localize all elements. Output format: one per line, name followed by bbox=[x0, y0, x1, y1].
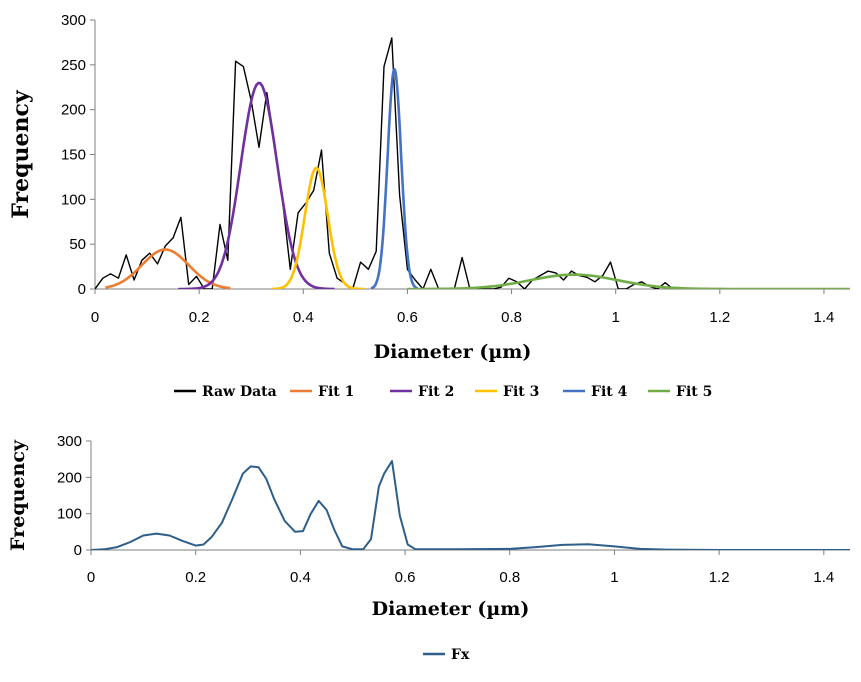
y-tick-label: 100 bbox=[61, 191, 86, 208]
legend-item: Fit 4 bbox=[563, 384, 628, 400]
legend-item: Raw Data bbox=[174, 384, 277, 400]
legend-label: Fx bbox=[451, 647, 470, 663]
y-tick-label: 300 bbox=[61, 12, 86, 29]
legend-item: Fit 2 bbox=[390, 384, 454, 400]
x-tick-label: 1.4 bbox=[814, 309, 835, 326]
x-axis-title: Diameter (µm) bbox=[374, 341, 532, 363]
x-tick-label: 0.8 bbox=[499, 569, 520, 586]
x-tick-label: 1.4 bbox=[813, 569, 834, 586]
y-tick-label: 300 bbox=[57, 433, 82, 450]
y-tick-label: 0 bbox=[74, 542, 82, 559]
x-tick-label: 1.2 bbox=[709, 309, 730, 326]
x-tick-label: 0.6 bbox=[395, 569, 416, 586]
y-tick-label: 0 bbox=[78, 281, 86, 298]
plot-area bbox=[95, 37, 850, 289]
y-tick-label: 250 bbox=[61, 57, 86, 74]
legend-item: Fit 1 bbox=[290, 384, 354, 400]
legend: Raw Data Fit 1 Fit 2 Fit 3 Fit 4 Fit 5 bbox=[174, 384, 712, 400]
series-line-fit-4 bbox=[370, 68, 419, 289]
y-tick-label: 150 bbox=[61, 147, 86, 164]
series-line-fit-2 bbox=[178, 81, 335, 289]
x-tick-label: 0.2 bbox=[189, 309, 210, 326]
series-line-fx bbox=[91, 460, 850, 550]
y-tick-label: 100 bbox=[57, 506, 82, 523]
x-tick-label: 1 bbox=[612, 309, 620, 326]
x-tick-label: 0.6 bbox=[397, 309, 418, 326]
x-tick-label: 0 bbox=[91, 309, 99, 326]
y-tick-label: 200 bbox=[61, 102, 86, 119]
legend-item: Fx bbox=[423, 647, 470, 663]
x-tick-label: 0.8 bbox=[501, 309, 522, 326]
legend-item: Fit 3 bbox=[475, 384, 539, 400]
x-tick-label: 1 bbox=[610, 569, 618, 586]
series-line-fit-3 bbox=[271, 166, 366, 289]
legend-label: Fit 5 bbox=[676, 384, 712, 400]
series-line-raw-data bbox=[95, 37, 850, 289]
chart-1: 0 50 100 150 200 250 300 0 0.2 0.4 0.6 0.8 1 1.2 1.4 Di… bbox=[8, 12, 850, 400]
x-tick-label: 0.4 bbox=[293, 309, 314, 326]
y-axis-title: Frequency bbox=[7, 439, 29, 551]
x-tick-label: 1.2 bbox=[709, 569, 730, 586]
legend: Fx bbox=[423, 647, 470, 663]
legend-label: Fit 4 bbox=[591, 384, 628, 400]
y-axis-title: Frequency bbox=[8, 89, 34, 219]
x-tick-label: 0 bbox=[87, 569, 95, 586]
x-tick-label: 0.2 bbox=[185, 569, 206, 586]
series-line-fit-5 bbox=[407, 273, 850, 289]
x-tick-label: 0.4 bbox=[290, 569, 311, 586]
legend-item: Fit 5 bbox=[648, 384, 712, 400]
legend-label: Fit 2 bbox=[418, 384, 454, 400]
legend-label: Fit 3 bbox=[503, 384, 539, 400]
y-tick-label: 50 bbox=[69, 236, 86, 253]
plot-area bbox=[91, 460, 850, 550]
legend-label: Raw Data bbox=[202, 384, 277, 400]
chart-2: 0 100 200 300 0 0.2 0.4 0.6 0.8 1 1.2 1.4 Diameter (… bbox=[7, 433, 850, 663]
x-axis-title: Diameter (µm) bbox=[372, 598, 530, 620]
legend-label: Fit 1 bbox=[318, 384, 354, 400]
y-tick-label: 200 bbox=[57, 469, 82, 486]
